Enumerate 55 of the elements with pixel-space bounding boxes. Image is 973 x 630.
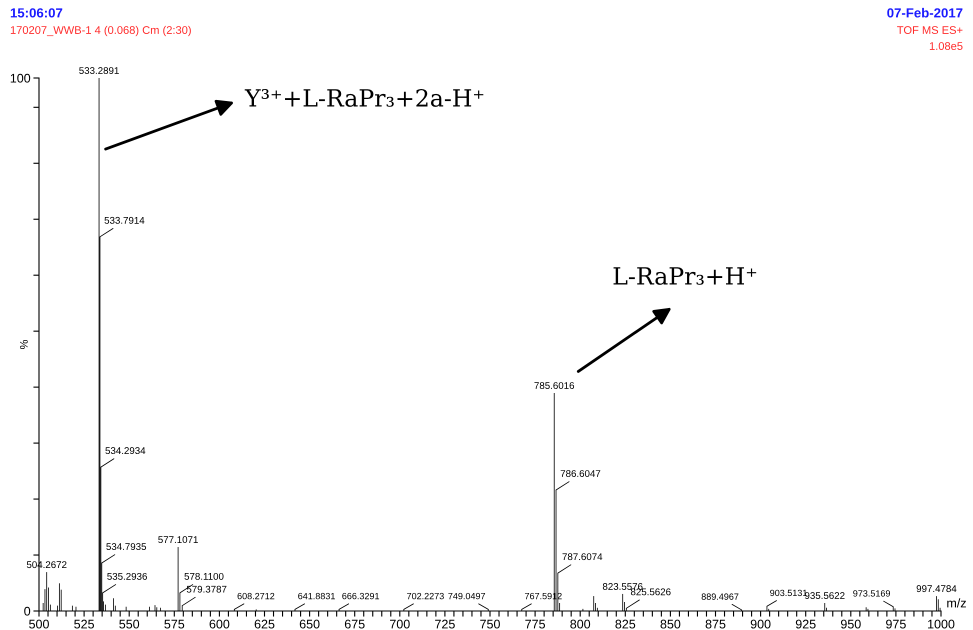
x-tick-label: 850 — [660, 620, 680, 629]
x-tick-label: 800 — [570, 620, 590, 629]
text: 1.08e5 — [930, 42, 963, 50]
annotation: 997.4784 — [916, 585, 956, 592]
annotation: 823.5576 — [602, 583, 643, 590]
x-tick-label: 825 — [615, 620, 636, 629]
annotation: 702.2273 — [407, 592, 444, 600]
annotation: 535.2936 — [107, 572, 147, 580]
annotation: 935.5622 — [804, 592, 845, 599]
annotation: 786.6047 — [560, 470, 600, 477]
x-tick-label: 900 — [750, 620, 771, 629]
annotation: 749.0497 — [448, 592, 486, 600]
annotation: 578.1100 — [184, 572, 224, 580]
x-axis-title: m/z — [947, 598, 966, 608]
annotation: 903.5131 — [770, 590, 807, 596]
x-tick-label: 550 — [119, 620, 140, 629]
annotation: 825.5626 — [630, 588, 671, 596]
x-tick-label: 500 — [29, 620, 49, 629]
chart-title: 15:06:07 — [10, 8, 62, 18]
x-tick-label: 650 — [300, 620, 320, 629]
x-tick-label: 1000 — [928, 620, 954, 629]
x-tick-label: 725 — [435, 620, 455, 629]
x-tick-label: 625 — [254, 620, 274, 629]
y-axis-title: % — [20, 340, 28, 350]
annotation: 579.3787 — [186, 586, 226, 593]
annotation: 666.3291 — [342, 592, 380, 600]
annotation: 973.5169 — [853, 590, 890, 597]
annotation: 641.8831 — [298, 592, 335, 600]
annotation: 787.6074 — [562, 553, 602, 560]
x-tick-label: 975 — [886, 620, 906, 629]
annotation: 533.2891 — [79, 67, 119, 74]
x-tick-label: 575 — [164, 620, 184, 629]
x-tick-label: 875 — [706, 620, 726, 629]
annotation: 785.6016 — [534, 382, 574, 389]
annotation: 534.7935 — [106, 543, 146, 550]
x-tick-label: 775 — [525, 620, 546, 629]
annotation: 608.2712 — [238, 592, 274, 600]
annotation: 533.7914 — [104, 216, 144, 224]
y-tick-label: 100 — [10, 74, 30, 83]
text: TOF MS ES+ — [897, 26, 962, 34]
annotation: Y³⁺+L-RaPr₃+2a-H⁺ — [244, 88, 484, 107]
annotation: 534.2934 — [105, 447, 146, 454]
x-tick-label: 700 — [390, 620, 410, 629]
x-tick-label: 675 — [344, 620, 365, 629]
x-tick-label: 750 — [480, 620, 500, 629]
x-tick-label: 525 — [74, 620, 94, 629]
x-tick-label: 600 — [210, 620, 230, 629]
annotation: 889.4967 — [702, 593, 738, 600]
x-tick-label: 950 — [840, 620, 861, 629]
x-tick-label: 925 — [796, 620, 816, 629]
chart-subtitle: 170207_WWB-1 4 (0.068) Cm (2:30) — [10, 26, 191, 36]
annotation: L-RaPr₃+H⁺ — [614, 267, 756, 285]
text: 07-Feb-2017 — [887, 8, 962, 18]
y-tick-label: 0 — [24, 606, 30, 616]
annotation: 577.1071 — [158, 536, 198, 544]
